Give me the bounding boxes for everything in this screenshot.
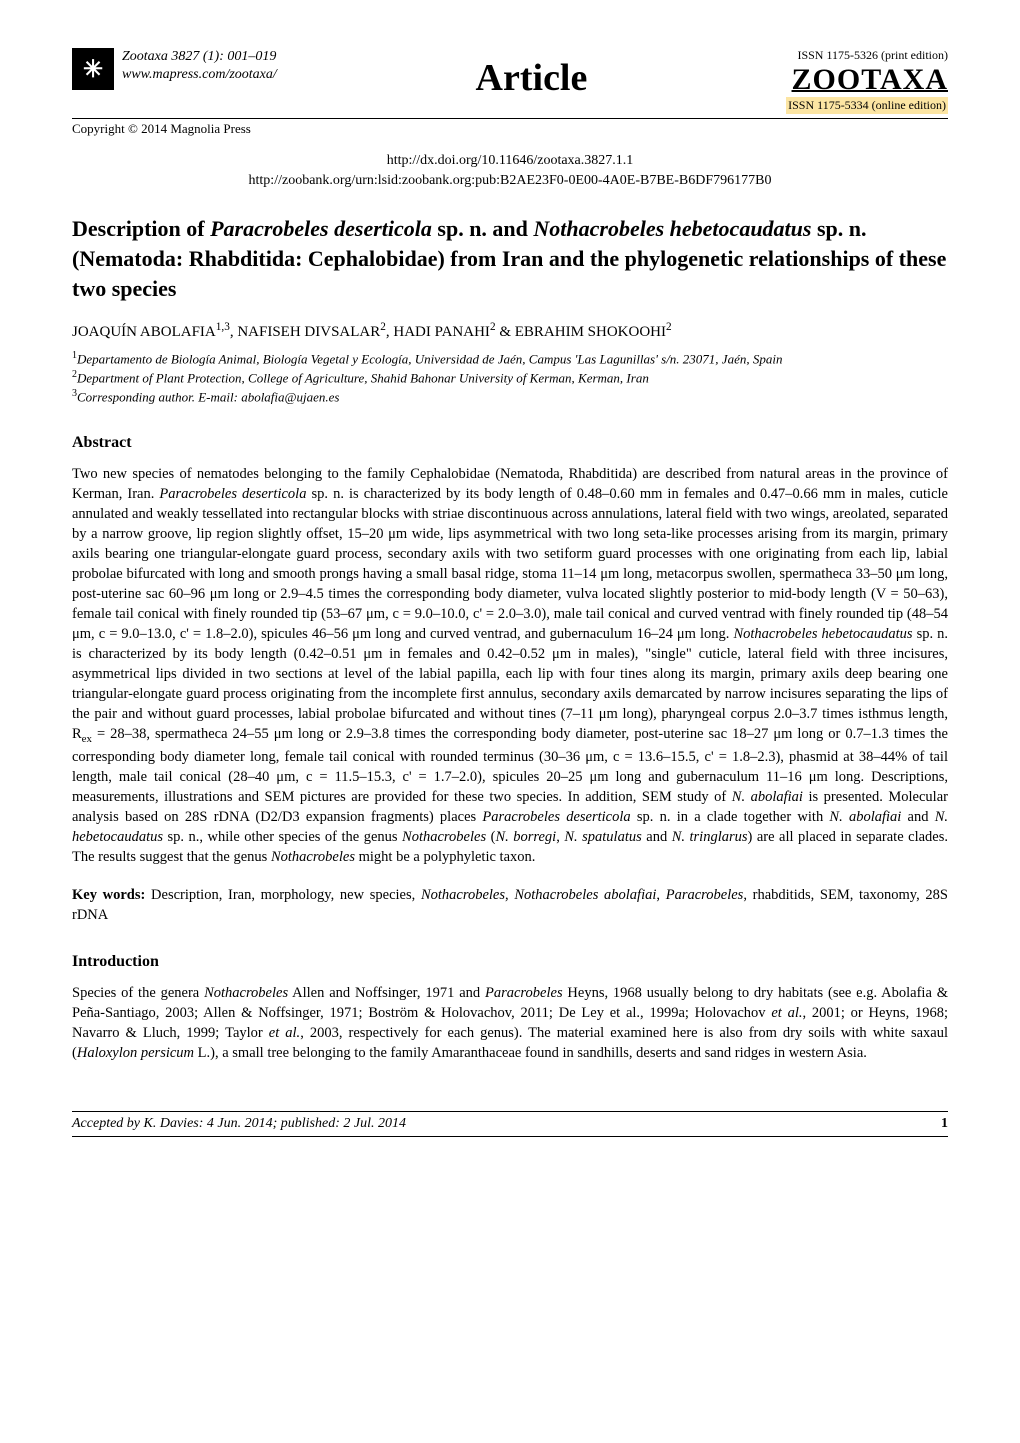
keywords-label: Key words: (72, 887, 145, 903)
journal-info: Zootaxa 3827 (1): 001–019 www.mapress.co… (122, 48, 277, 84)
issn-print: ISSN 1175-5326 (print edition) (786, 48, 948, 63)
introduction-heading: Introduction (72, 953, 948, 971)
abstract-body: Two new species of nematodes belonging t… (72, 464, 948, 867)
issn-online: ISSN 1175-5334 (online edition) (786, 97, 948, 114)
zoobank-url[interactable]: http://zoobank.org/urn:lsid:zoobank.org:… (72, 171, 948, 191)
identifier-urls: http://dx.doi.org/10.11646/zootaxa.3827.… (72, 151, 948, 190)
keywords: Key words: Description, Iran, morphology… (72, 885, 948, 925)
journal-citation: Zootaxa 3827 (1): 001–019 (122, 48, 277, 66)
article-title: Description of Paracrobeles deserticola … (72, 214, 948, 303)
copyright-row: Copyright © 2014 Magnolia Press (72, 118, 948, 137)
copyright-text: Copyright © 2014 Magnolia Press (72, 121, 251, 137)
header: ✳ Zootaxa 3827 (1): 001–019 www.mapress.… (72, 48, 948, 114)
journal-website[interactable]: www.mapress.com/zootaxa/ (122, 66, 277, 84)
page-number: 1 (941, 1116, 948, 1132)
introduction-body: Species of the genera Nothacrobeles Alle… (72, 983, 948, 1063)
page-footer: Accepted by K. Davies: 4 Jun. 2014; publ… (72, 1111, 948, 1137)
header-right: ISSN 1175-5326 (print edition) ZOOTAXA I… (786, 48, 948, 114)
logo-icon: ✳ (83, 55, 103, 84)
abstract-heading: Abstract (72, 434, 948, 452)
article-type-label: Article (476, 56, 588, 100)
authors: JOAQUÍN ABOLAFIA1,3, NAFISEH DIVSALAR2, … (72, 321, 948, 341)
publisher-logo: ✳ (72, 48, 114, 90)
doi-url[interactable]: http://dx.doi.org/10.11646/zootaxa.3827.… (72, 151, 948, 171)
header-left: ✳ Zootaxa 3827 (1): 001–019 www.mapress.… (72, 48, 277, 90)
accepted-date: Accepted by K. Davies: 4 Jun. 2014; publ… (72, 1116, 406, 1132)
affiliations: 1Departamento de Biología Animal, Biolog… (72, 349, 948, 406)
keywords-text: Description, Iran, morphology, new speci… (72, 887, 948, 923)
zootaxa-wordmark: ZOOTAXA (786, 63, 948, 97)
